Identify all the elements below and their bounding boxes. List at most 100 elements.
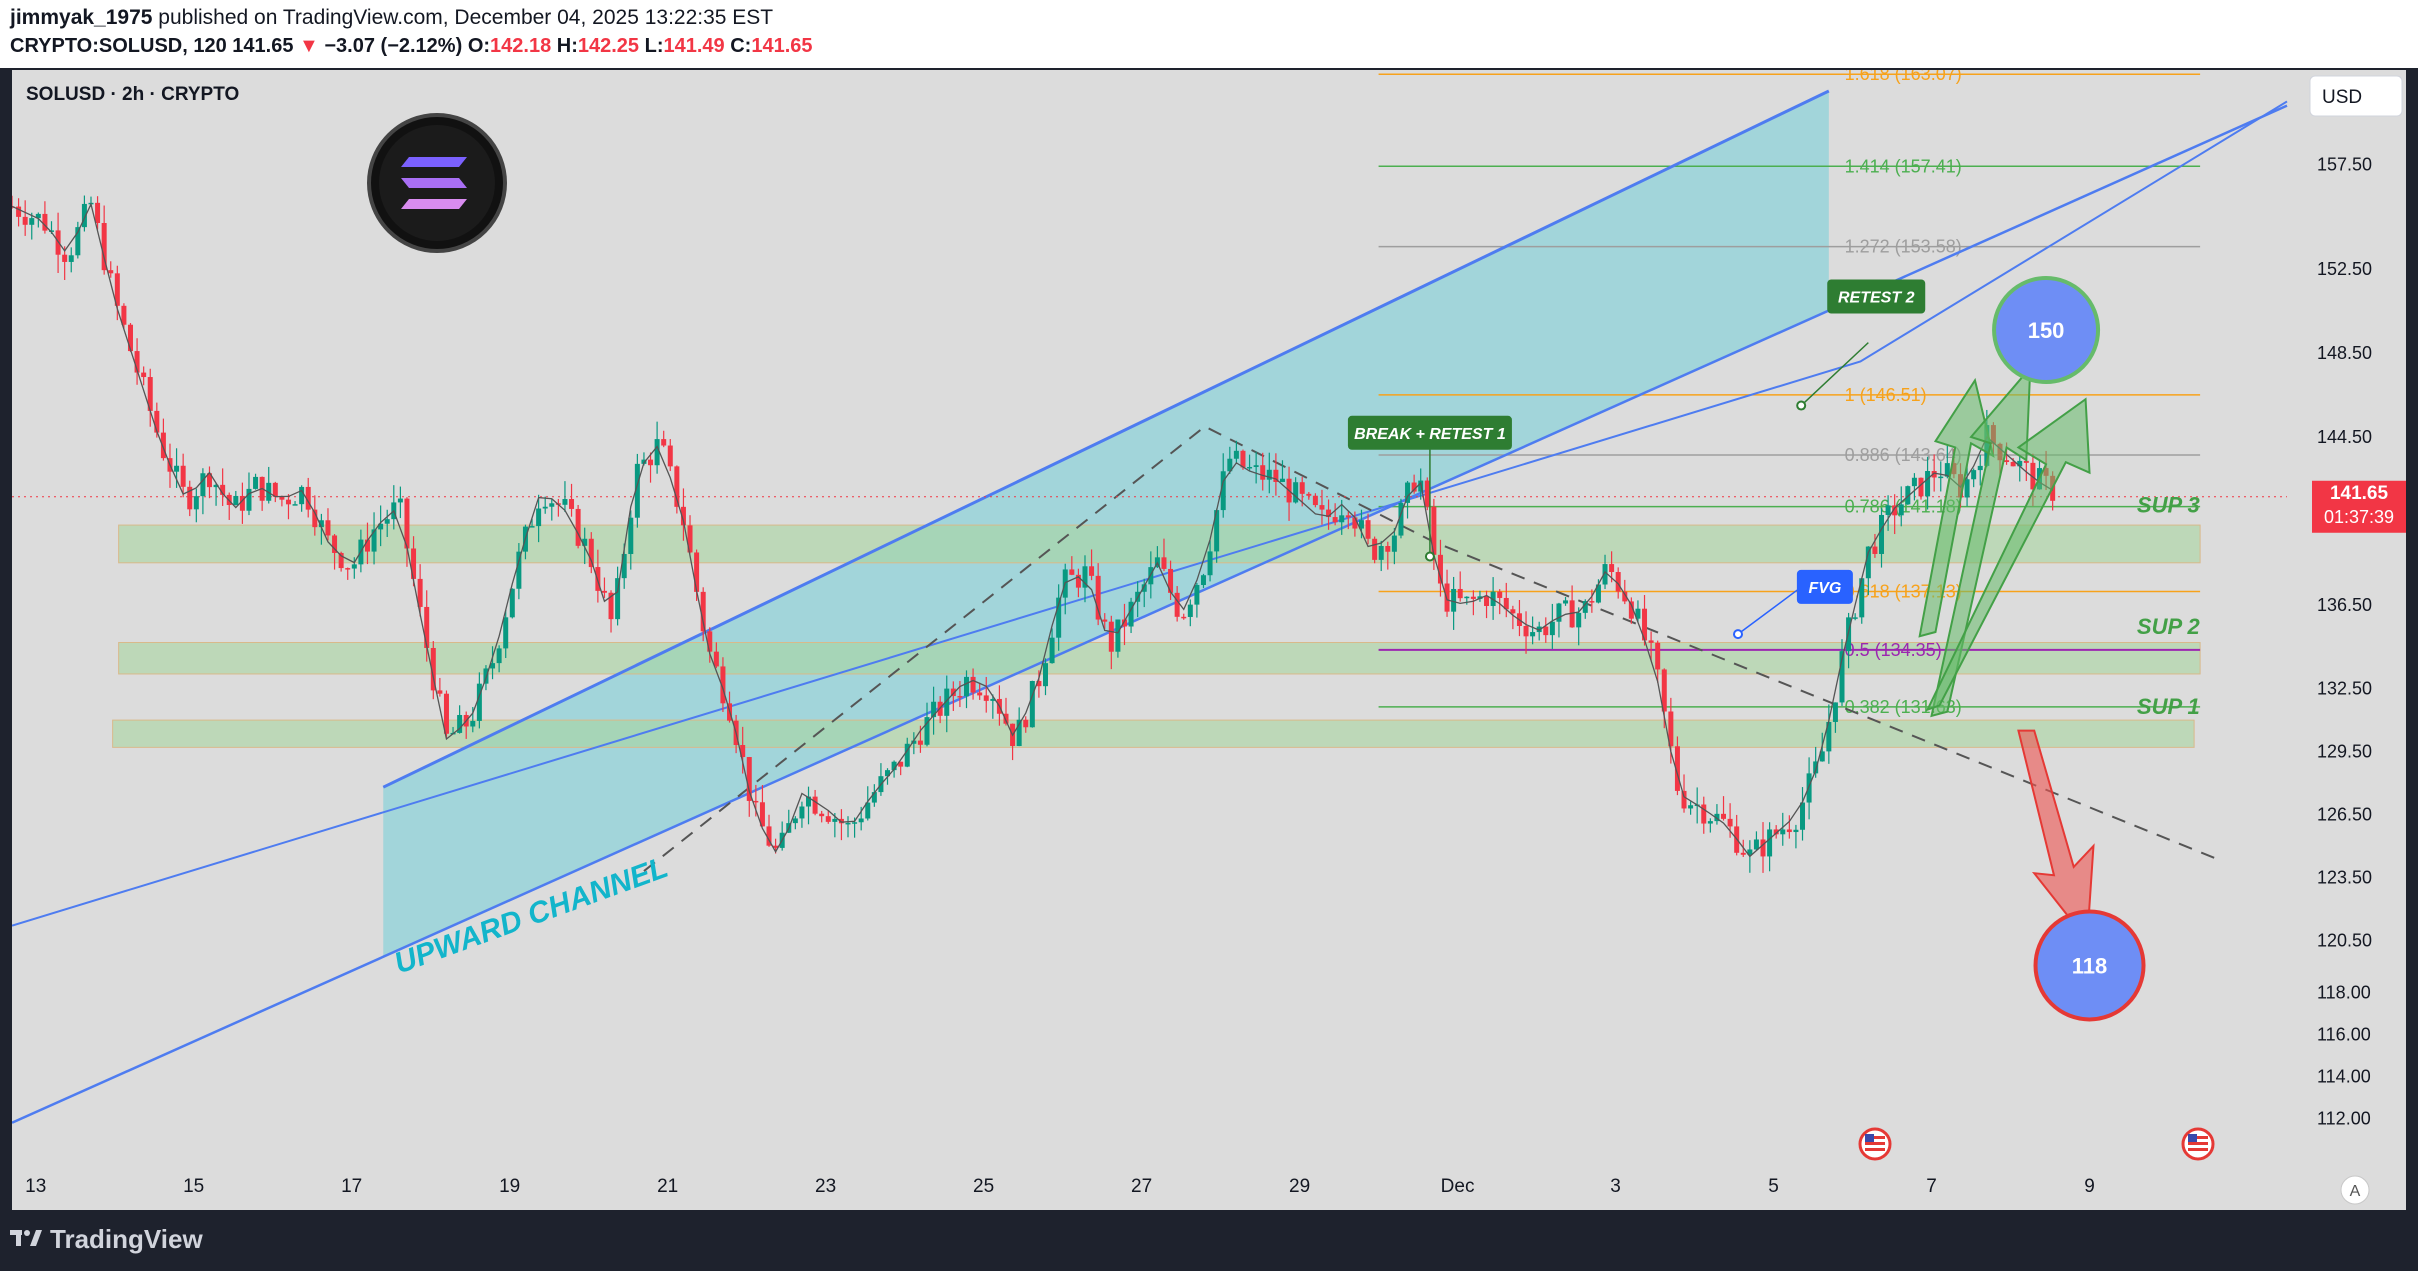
candle-body xyxy=(272,482,278,497)
candle-body xyxy=(2004,460,2010,462)
candle-body xyxy=(351,564,357,569)
candle-body xyxy=(1207,551,1213,576)
time-axis-label: 9 xyxy=(2084,1176,2095,1197)
price-axis-label: 136.50 xyxy=(2317,595,2372,615)
candle-body xyxy=(536,508,542,527)
candle-body xyxy=(318,520,324,528)
break-retest-callout-text: BREAK + RETEST 1 xyxy=(1354,426,1506,443)
tradingview-logo[interactable]: TradingView xyxy=(10,1224,203,1255)
candle-body xyxy=(1023,719,1029,728)
time-axis-label: 13 xyxy=(25,1176,46,1197)
candle-body xyxy=(562,499,568,505)
candle-body xyxy=(1227,458,1233,472)
candle-body xyxy=(1378,546,1384,560)
price-axis-label: 152.50 xyxy=(2317,259,2372,279)
target-118-circle xyxy=(2033,909,2146,1022)
price-axis-label: 116.00 xyxy=(2317,1025,2371,1045)
candle-body xyxy=(141,372,147,378)
candle-body xyxy=(1260,465,1266,480)
candle-body xyxy=(1016,719,1022,746)
candle-body xyxy=(1536,626,1542,633)
candle-body xyxy=(1161,557,1167,569)
candle-body xyxy=(1589,601,1595,603)
fib-level-label: 1.414 (157.41) xyxy=(1845,156,1962,176)
candle-body xyxy=(1668,711,1674,747)
candle-body xyxy=(990,698,996,701)
candle-body xyxy=(1879,514,1885,554)
candle-body xyxy=(1352,517,1358,529)
candle-body xyxy=(516,551,522,589)
candle-body xyxy=(700,591,706,632)
candle-body xyxy=(1279,478,1285,482)
candle-body xyxy=(694,552,700,592)
candle-body xyxy=(305,486,311,510)
target-150-circle xyxy=(1992,276,2101,385)
candle-body xyxy=(944,688,950,716)
candle-body xyxy=(680,506,686,526)
candle-body xyxy=(490,663,496,669)
retest2-pointer xyxy=(1800,342,1869,407)
candle-body xyxy=(1437,554,1443,584)
currency-button[interactable]: USD xyxy=(2309,75,2403,117)
candle-body xyxy=(1003,713,1009,724)
candle-body xyxy=(1898,504,1904,516)
candle-body xyxy=(1740,852,1746,855)
candle-body xyxy=(384,519,390,524)
price-axis-label: 144.50 xyxy=(2317,427,2372,447)
candle-body xyxy=(1121,619,1127,627)
candle-body xyxy=(1780,829,1786,835)
candle-body xyxy=(832,818,838,822)
candle-body xyxy=(1753,839,1759,850)
candle-body xyxy=(1029,680,1035,728)
bullish-arrow-1 xyxy=(1918,377,1995,638)
chart-area[interactable]: 1.618 (163.07) 1.414 (157.41) 1.272 (153.5… xyxy=(9,64,2406,1210)
candle-body xyxy=(1944,463,1950,477)
author-name[interactable]: jimmyak_1975 xyxy=(10,6,153,29)
candle-body xyxy=(1819,751,1825,762)
candle-body xyxy=(582,538,588,546)
price-axis-label: 126.50 xyxy=(2317,804,2372,824)
candle-body xyxy=(108,270,114,274)
candle-body xyxy=(411,548,417,579)
candle-body xyxy=(1168,568,1174,593)
retest2-dot xyxy=(1796,400,1807,411)
candle-body xyxy=(1760,839,1766,857)
candle-body xyxy=(852,822,858,824)
price-axis-label: 120.50 xyxy=(2317,930,2372,950)
candle-body xyxy=(2030,462,2036,490)
fib-level-label: 1.272 (153.58) xyxy=(1845,237,1962,257)
price-axis-label: 118.00 xyxy=(2317,983,2371,1003)
candle-body xyxy=(1859,578,1865,618)
candle-body xyxy=(1299,482,1305,494)
candle-body xyxy=(496,648,502,664)
symbol-name: CRYPTO:SOLUSD, 120 xyxy=(10,35,227,57)
publish-text: published on TradingView.com, December 0… xyxy=(158,6,774,29)
candle-body xyxy=(713,651,719,667)
channel-mid-line xyxy=(11,100,2288,927)
candle-body xyxy=(819,813,825,817)
channel-upper-line xyxy=(382,89,1830,789)
candle-body xyxy=(588,538,594,568)
candle-body xyxy=(621,554,627,579)
candle-body xyxy=(904,743,910,767)
candle-body xyxy=(628,517,634,555)
price-chart[interactable]: 1.618 (163.07) 1.414 (157.41) 1.272 (153.5… xyxy=(9,64,2406,1210)
candle-body xyxy=(299,486,305,505)
candle-body xyxy=(634,463,640,518)
candle-body xyxy=(1141,584,1147,592)
candle-body xyxy=(1865,546,1871,579)
candle-body xyxy=(1358,520,1364,529)
candle-body xyxy=(1543,626,1549,636)
time-axis-label: 7 xyxy=(1926,1176,1937,1197)
candle-body xyxy=(799,806,805,819)
support-zone xyxy=(112,719,2195,748)
candle-body xyxy=(147,377,153,411)
candle-body xyxy=(1661,669,1667,712)
auto-scale-button[interactable]: A xyxy=(2340,1175,2370,1205)
candle-body xyxy=(1925,471,1931,497)
candle-body xyxy=(1806,773,1812,803)
candle-body xyxy=(1332,517,1338,523)
candle-body xyxy=(325,520,331,536)
candle-body xyxy=(1681,790,1687,809)
close-label: C: xyxy=(730,35,752,57)
